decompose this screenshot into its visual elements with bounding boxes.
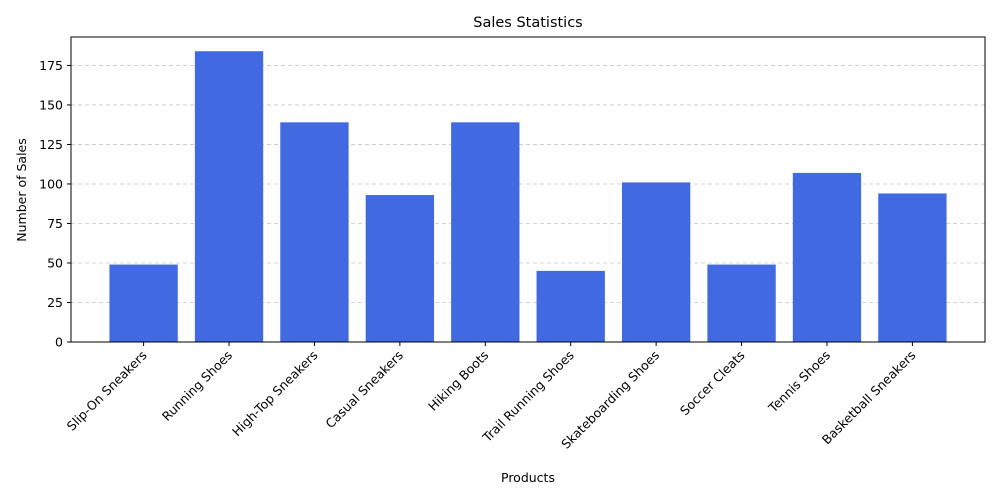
x-tick-label: High-Top Sneakers bbox=[229, 348, 321, 440]
bar bbox=[792, 172, 862, 342]
chart-title: Sales Statistics bbox=[473, 15, 583, 31]
x-tick-label: Soccer Cleats bbox=[677, 348, 748, 419]
y-tick-label: 175 bbox=[39, 58, 63, 73]
x-tick-label: Casual Sneakers bbox=[322, 348, 406, 432]
x-tick-label: Basketball Sneakers bbox=[819, 348, 919, 448]
bar bbox=[280, 122, 349, 342]
bar bbox=[451, 122, 520, 342]
x-tick-label: Tennis Shoes bbox=[765, 348, 833, 416]
y-axis: 0 25 50 75 100 125 150 175 bbox=[39, 58, 71, 350]
y-tick-label: 150 bbox=[39, 97, 63, 112]
y-tick-label: 125 bbox=[39, 137, 63, 152]
gridlines bbox=[71, 65, 985, 303]
x-tick-label: Trail Running Shoes bbox=[479, 348, 577, 446]
y-tick-label: 100 bbox=[39, 176, 63, 191]
bar bbox=[878, 193, 947, 342]
bar bbox=[194, 51, 264, 342]
x-tick-label: Skateboarding Shoes bbox=[558, 348, 662, 452]
bar bbox=[109, 264, 178, 342]
x-tick-label: Slip-On Sneakers bbox=[64, 348, 150, 434]
plot-frame bbox=[70, 36, 986, 343]
y-tick-label: 75 bbox=[47, 216, 63, 231]
y-tick-label: 0 bbox=[55, 335, 63, 350]
bars bbox=[109, 51, 947, 342]
x-axis-label: Products bbox=[501, 470, 555, 485]
bar bbox=[707, 264, 776, 342]
bar bbox=[536, 270, 605, 342]
x-tick-label: Running Shoes bbox=[159, 348, 235, 424]
y-tick-label: 25 bbox=[47, 295, 63, 310]
x-tick-label: Hiking Boots bbox=[425, 348, 491, 414]
y-axis-label: Number of Sales bbox=[14, 138, 29, 241]
y-tick-label: 50 bbox=[47, 255, 63, 270]
bar bbox=[365, 195, 435, 342]
bar bbox=[621, 182, 691, 342]
